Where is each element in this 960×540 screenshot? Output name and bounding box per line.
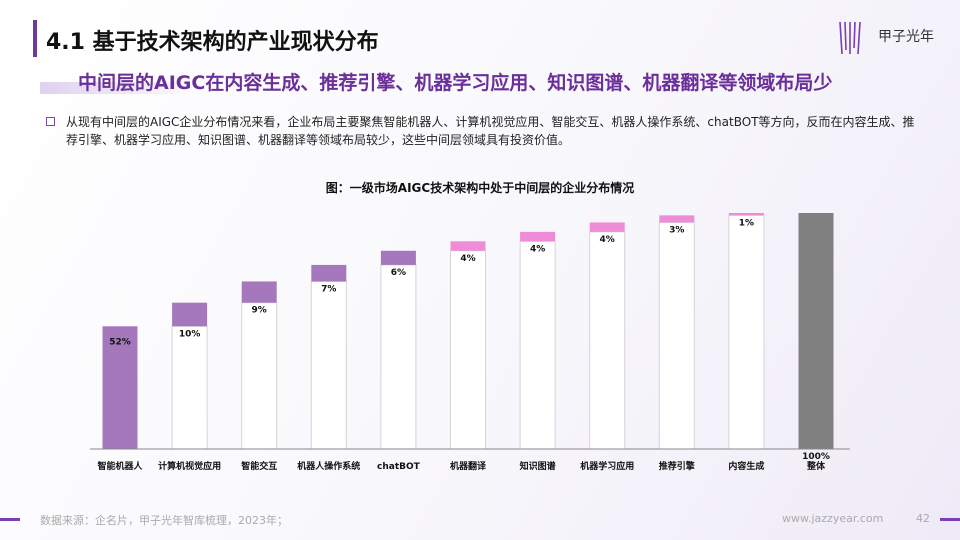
waterfall-base-bar bbox=[519, 240, 556, 450]
data-label: 9% bbox=[252, 306, 267, 316]
footer-url[interactable]: www.jazzyear.com bbox=[782, 512, 884, 525]
category-label: 智能机器人 bbox=[97, 460, 143, 472]
bar-机器翻译 bbox=[450, 241, 486, 251]
waterfall-base-bar bbox=[380, 264, 417, 450]
waterfall-base-bar bbox=[310, 280, 347, 450]
jazzyear-logo-icon bbox=[839, 21, 861, 55]
data-label: 52% bbox=[109, 337, 131, 347]
waterfall-base-bar bbox=[728, 214, 765, 450]
data-label: 4% bbox=[600, 235, 615, 245]
category-label: 机器翻译 bbox=[450, 460, 487, 472]
bullet-icon bbox=[46, 117, 55, 126]
category-label: 智能交互 bbox=[241, 460, 277, 472]
data-label: 4% bbox=[530, 244, 545, 254]
page-number: 42 bbox=[916, 512, 930, 525]
category-label: 内容生成 bbox=[728, 460, 764, 472]
footer-accent-right bbox=[940, 518, 960, 521]
waterfall-base-bar bbox=[658, 221, 695, 450]
bar-推荐引擎 bbox=[659, 215, 695, 223]
bar-内容生成 bbox=[728, 213, 764, 216]
bar-智能机器人 bbox=[102, 326, 138, 449]
data-label: 10% bbox=[179, 329, 201, 339]
chart-title: 图：一级市场AIGC技术架构中处于中间层的企业分布情况 bbox=[325, 181, 635, 195]
category-label: 知识图谱 bbox=[519, 460, 556, 472]
data-label: 6% bbox=[391, 268, 406, 278]
waterfall-base-bar bbox=[450, 250, 486, 450]
page-subtitle: 中间层的AIGC在内容生成、推荐引擎、机器学习应用、知识图谱、机器翻译等领域布局… bbox=[78, 72, 833, 94]
waterfall-base-bar bbox=[241, 302, 278, 450]
bar-知识图谱 bbox=[520, 231, 556, 242]
footer-source: 数据来源：企名片，甲子光年智库梳理，2023年； bbox=[40, 514, 288, 527]
subtitle-decoration bbox=[40, 82, 180, 94]
data-label: 3% bbox=[669, 225, 684, 235]
data-label: 7% bbox=[321, 284, 336, 294]
category-label: 机器人操作系统 bbox=[297, 460, 360, 472]
category-label: 推荐引擎 bbox=[659, 460, 695, 472]
bar-chatBOT bbox=[380, 250, 416, 265]
logo-text: 甲子光年 bbox=[878, 29, 934, 45]
category-label: chatBOT bbox=[377, 462, 421, 472]
bar-机器人操作系统 bbox=[311, 264, 347, 282]
category-label: 整体 bbox=[806, 460, 826, 472]
bar-计算机视觉应用 bbox=[172, 302, 208, 327]
data-label: 100% bbox=[802, 452, 830, 462]
body-paragraph: 从现有中间层的AIGC企业分布情况来看，企业布局主要聚焦智能机器人、计算机视觉应… bbox=[66, 115, 915, 147]
bar-智能交互 bbox=[241, 281, 277, 303]
data-label: 1% bbox=[739, 218, 754, 228]
category-label: 机器学习应用 bbox=[580, 460, 634, 472]
page-title: 4.1 基于技术架构的产业现状分布 bbox=[46, 30, 379, 55]
data-label: 4% bbox=[460, 254, 475, 264]
bar-机器学习应用 bbox=[589, 222, 625, 232]
category-label: 计算机视觉应用 bbox=[158, 460, 221, 472]
footer-accent-left bbox=[0, 518, 20, 521]
waterfall-base-bar bbox=[171, 325, 208, 450]
bar-整体 bbox=[798, 213, 834, 449]
title-accent-bar bbox=[33, 20, 37, 57]
waterfall-base-bar bbox=[589, 231, 626, 450]
